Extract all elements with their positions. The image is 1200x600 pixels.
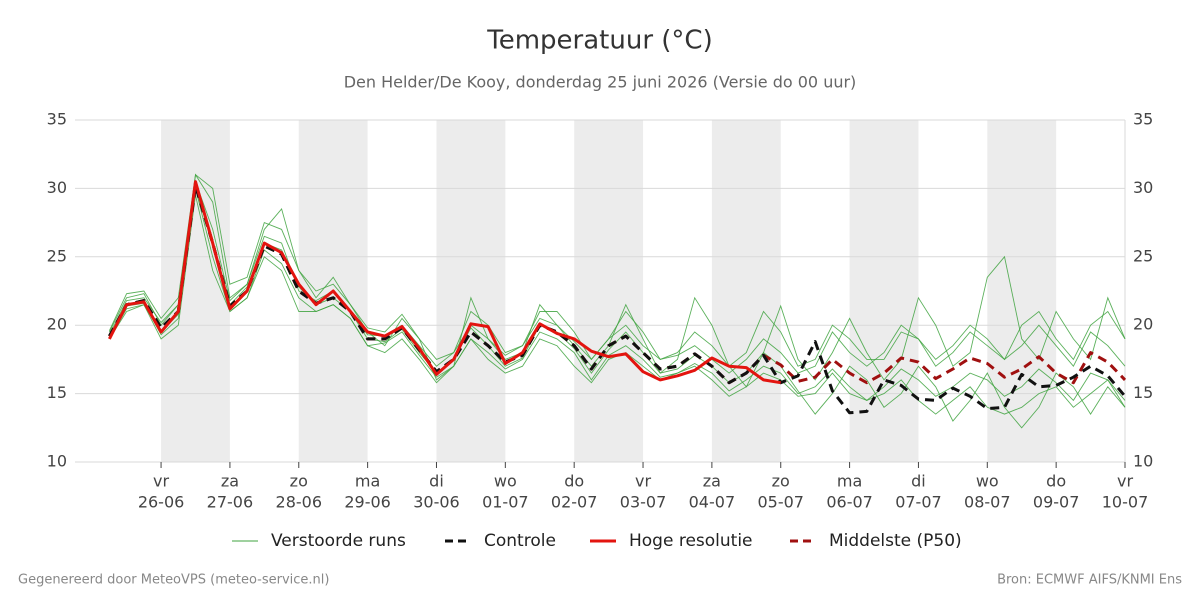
y2-tick-label: 20 — [1133, 315, 1153, 334]
ensemble-line — [108, 181, 1126, 374]
series-line — [108, 180, 781, 385]
y-tick-label: 20 — [47, 315, 67, 334]
x-tick-date: 30-06 — [413, 493, 460, 512]
x-tick-date: 27-06 — [207, 493, 254, 512]
x-tick-date: 06-07 — [826, 493, 873, 512]
x-tick-date: 29-06 — [344, 493, 391, 512]
plot-lines — [108, 173, 1127, 429]
x-tick-label: za — [221, 472, 239, 491]
legend-label: Hoge resolutie — [629, 531, 753, 551]
x-tick-date: 02-07 — [551, 493, 598, 512]
ensemble-line — [108, 173, 1126, 367]
x-tick-label: di — [911, 472, 926, 491]
day-bands — [161, 120, 1057, 462]
x-tick-label: do — [564, 472, 584, 491]
x-tick-label: vr — [153, 472, 169, 491]
footer-right: Bron: ECMWF AIFS/KNMI Ens — [997, 573, 1182, 588]
x-tick-date: 04-07 — [689, 493, 736, 512]
x-tick-label: wo — [976, 472, 999, 491]
day-band — [161, 120, 230, 462]
series-line — [108, 184, 1127, 415]
y-tick-label: 30 — [47, 178, 67, 197]
y-tick-label: 25 — [47, 246, 67, 265]
grid: 10 10 15 15 20 20 25 25 30 30 35 35 vr 26-06 za 27-06 zo… — [47, 110, 1154, 512]
day-band — [436, 120, 506, 462]
footer-left: Gegenereerd door MeteoVPS (meteo-service… — [18, 573, 329, 588]
day-band — [574, 120, 644, 462]
x-tick-label: do — [1046, 472, 1066, 491]
y2-tick-label: 15 — [1133, 383, 1153, 402]
x-tick-label: ma — [837, 472, 862, 491]
x-tick-date: 07-07 — [895, 493, 942, 512]
day-band — [711, 120, 781, 462]
y2-tick-label: 35 — [1133, 110, 1153, 129]
legend-label: Middelste (P50) — [829, 531, 962, 551]
day-band — [987, 120, 1057, 462]
legend-label: Verstoorde runs — [271, 531, 406, 551]
x-tick-date: 03-07 — [620, 493, 667, 512]
chart-subtitle: Den Helder/De Kooy, donderdag 25 juni 20… — [344, 73, 857, 92]
y2-tick-label: 25 — [1133, 246, 1153, 265]
x-tick-label: wo — [494, 472, 517, 491]
ensemble-line — [109, 188, 1126, 402]
x-tick-label: ma — [355, 472, 380, 491]
x-tick-date: 10-07 — [1102, 493, 1149, 512]
x-tick-date: 05-07 — [757, 493, 804, 512]
x-tick-label: vr — [1117, 472, 1133, 491]
x-tick-date: 28-06 — [276, 493, 323, 512]
y-tick-label: 10 — [47, 452, 67, 471]
x-tick-date: 01-07 — [482, 493, 529, 512]
y-tick-label: 35 — [47, 110, 67, 129]
y-tick-label: 15 — [47, 383, 67, 402]
y2-tick-label: 10 — [1133, 452, 1153, 471]
legend-label: Controle — [484, 531, 556, 551]
x-tick-date: 26-06 — [138, 493, 185, 512]
x-tick-label: zo — [290, 472, 308, 491]
y2-tick-label: 30 — [1133, 178, 1153, 197]
day-band — [849, 120, 919, 462]
x-tick-date: 09-07 — [1033, 493, 1080, 512]
x-tick-label: di — [429, 472, 444, 491]
x-tick-label: za — [703, 472, 721, 491]
x-tick-label: zo — [772, 472, 790, 491]
ensemble-line — [109, 188, 1126, 429]
x-tick-label: vr — [635, 472, 651, 491]
x-tick-date: 08-07 — [964, 493, 1011, 512]
chart-title: Temperatuur (°C) — [486, 26, 712, 56]
